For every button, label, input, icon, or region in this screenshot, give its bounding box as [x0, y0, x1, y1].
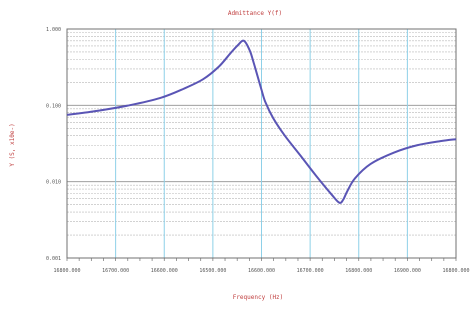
- x-tick-label: 16600.000: [151, 268, 178, 274]
- x-axis-label: Frequency (Hz): [233, 294, 284, 301]
- y-tick-label: 1.000: [46, 27, 61, 33]
- x-tick-label: 16800.000: [345, 268, 372, 274]
- chart-title: Admittance Y(f): [228, 10, 282, 17]
- series-line-admittance: [66, 39, 457, 204]
- y-axis-label: Y (S, x10e-): [9, 123, 16, 166]
- x-tick-label: 16800.000: [442, 268, 469, 274]
- x-tick-label: 16500.000: [199, 268, 226, 274]
- y-tick-label: 0.010: [46, 180, 61, 186]
- axes: [66, 28, 457, 261]
- x-tick-label: 16900.000: [394, 268, 421, 274]
- series-layer: [66, 39, 457, 204]
- y-tick-label: 0.100: [46, 103, 61, 109]
- x-tick-label: 16600.000: [248, 268, 275, 274]
- x-tick-label: 16800.000: [53, 268, 80, 274]
- x-tick-label: 16700.000: [102, 268, 129, 274]
- y-tick-label: 0.001: [46, 256, 61, 262]
- x-tick-label: 16700.000: [297, 268, 324, 274]
- tick-labels: 16800.000 16700.000 16600.000 16500.000 1660…: [46, 27, 470, 274]
